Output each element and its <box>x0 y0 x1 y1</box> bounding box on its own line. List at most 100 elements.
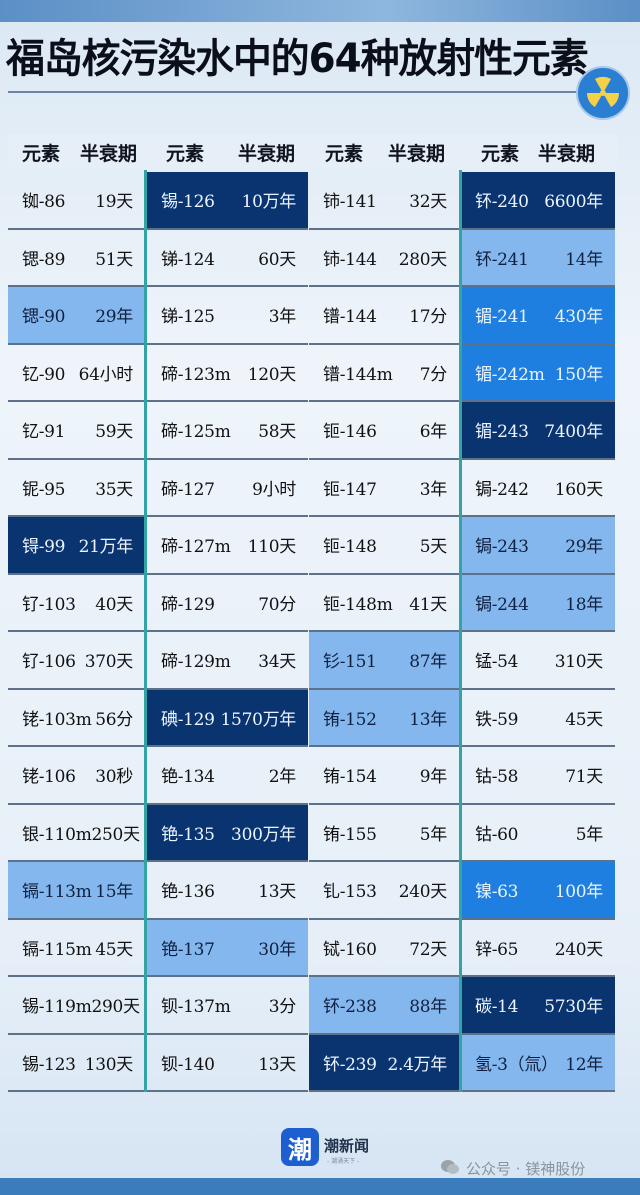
isotope-name: 钴-60 <box>475 824 519 845</box>
isotope-row: 锰-54 310天 <box>461 632 615 690</box>
isotope-name: 锡-123 <box>22 1054 76 1075</box>
half-life-value: 41天 <box>409 594 447 615</box>
half-life-value: 71天 <box>565 767 603 788</box>
isotope-row: 铯-134 2年 <box>147 747 308 805</box>
half-life-value: 310天 <box>554 652 604 673</box>
half-life-value: 2年 <box>268 767 297 788</box>
half-life-value: 7分 <box>419 364 448 385</box>
isotope-name: 钷-148m <box>323 594 393 615</box>
isotope-row: 铈-144 280天 <box>309 230 459 287</box>
half-life-value: 12年 <box>565 1054 603 1075</box>
half-life-value: 59天 <box>95 422 133 443</box>
half-life-value: 430年 <box>554 307 604 328</box>
isotope-name: 铯-135 <box>161 824 215 845</box>
half-life-value: 130天 <box>84 1054 134 1075</box>
isotope-name: 钡-140 <box>161 1054 215 1075</box>
half-life-value: 30秒 <box>95 767 133 788</box>
half-life-value: 5天 <box>419 537 448 558</box>
isotope-name: 钌-106 <box>22 652 76 673</box>
isotope-row: 钌-106 370天 <box>8 632 145 690</box>
half-life-value: 45天 <box>95 939 133 960</box>
bottom-banner <box>0 1178 640 1195</box>
isotope-name: 锔-244 <box>475 594 529 615</box>
header-element: 元素 <box>22 142 61 165</box>
header-half-life: 半衰期 <box>80 142 138 165</box>
isotope-row: 锔-244 18年 <box>461 574 615 632</box>
isotope-name: 碘-129 <box>161 709 215 730</box>
isotope-row: 氢-3（氚） 12年 <box>461 1034 615 1092</box>
isotope-name: 钴-58 <box>475 767 519 788</box>
half-life-value: 14年 <box>565 249 603 270</box>
isotope-row: 铑-106 30秒 <box>8 747 145 805</box>
isotope-name: 钚-239 <box>323 1054 377 1075</box>
isotope-name: 铕-154 <box>323 767 377 788</box>
isotope-name: 镍-63 <box>475 882 519 903</box>
isotope-name: 锔-243 <box>475 537 529 558</box>
half-life-value: 72天 <box>409 939 447 960</box>
isotope-name: 钷-147 <box>323 479 377 500</box>
isotope-name: 镅-243 <box>475 422 529 443</box>
isotope-row: 钇-90 64小时 <box>8 345 145 402</box>
half-life-value: 34天 <box>258 652 296 673</box>
half-life-value: 370天 <box>84 652 134 673</box>
half-life-value: 5年 <box>575 824 604 845</box>
isotope-row: 锑-125 3年 <box>147 287 308 345</box>
isotope-row: 铕-152 13年 <box>309 689 459 747</box>
isotope-name: 碲-129m <box>161 652 231 673</box>
isotope-row: 钇-91 59天 <box>8 402 145 460</box>
isotope-name: 铌-95 <box>22 479 66 500</box>
isotope-row: 锡-123 130天 <box>8 1035 145 1092</box>
isotope-name: 铁-59 <box>475 709 519 730</box>
isotope-row: 锡-119m 290天 <box>8 977 145 1035</box>
isotope-row: 铁-59 45天 <box>461 690 615 747</box>
isotope-row: 碲-123m 120天 <box>147 345 308 402</box>
isotope-name: 锶-90 <box>22 307 66 328</box>
header-half-life: 半衰期 <box>238 142 296 165</box>
header-element: 元素 <box>325 142 364 165</box>
isotope-name: 铯-134 <box>161 767 215 788</box>
isotope-name: 锝-99 <box>22 537 66 558</box>
header-element: 元素 <box>481 142 520 165</box>
half-life-value: 58天 <box>258 422 296 443</box>
isotope-name: 铕-155 <box>323 824 377 845</box>
header-half-life: 半衰期 <box>388 142 446 165</box>
isotope-name: 铯-137 <box>161 939 215 960</box>
half-life-value: 240天 <box>398 882 448 903</box>
watermark: 公众号 · 镁神股份 <box>466 1160 586 1178</box>
isotope-row: 钚-238 88年 <box>309 977 459 1035</box>
isotope-row: 碲-127m 110天 <box>147 517 308 575</box>
half-life-value: 1570万年 <box>220 709 297 730</box>
isotope-name: 镅-242m <box>475 364 545 385</box>
half-life-value: 87年 <box>409 652 447 673</box>
isotope-row: 钌-103 40天 <box>8 575 145 632</box>
half-life-value: 15年 <box>95 882 133 903</box>
isotope-name: 锌-65 <box>475 939 519 960</box>
isotope-row: 钴-60 5年 <box>461 805 615 862</box>
isotope-name: 钇-91 <box>22 422 66 443</box>
isotope-name: 钚-238 <box>323 997 377 1018</box>
isotope-row: 锝-99 21万年 <box>8 517 145 575</box>
half-life-value: 3年 <box>419 479 448 500</box>
header-half-life: 半衰期 <box>538 142 596 165</box>
chao-news-logo: 潮 <box>281 1128 319 1166</box>
isotope-row: 铷-86 19天 <box>8 172 145 230</box>
half-life-value: 35天 <box>95 479 133 500</box>
isotope-row: 铑-103m 56分 <box>8 690 145 747</box>
half-life-value: 240天 <box>554 939 604 960</box>
isotope-name: 钌-103 <box>22 594 76 615</box>
isotope-row: 锶-90 29年 <box>8 287 145 345</box>
half-life-value: 160天 <box>554 479 604 500</box>
isotope-name: 铯-136 <box>161 882 215 903</box>
isotope-name: 碲-125m <box>161 422 231 443</box>
isotope-name: 镉-115m <box>22 939 92 960</box>
half-life-value: 6年 <box>419 422 448 443</box>
isotope-name: 碲-129 <box>161 594 215 615</box>
half-life-value: 3年 <box>268 307 297 328</box>
isotope-row: 镨-144m 7分 <box>309 345 459 402</box>
isotope-row: 锶-89 51天 <box>8 230 145 287</box>
half-life-value: 29年 <box>565 537 603 558</box>
half-life-value: 3分 <box>268 997 297 1018</box>
half-life-value: 9小时 <box>252 479 296 500</box>
isotope-row: 碲-125m 58天 <box>147 402 308 460</box>
isotope-row: 锌-65 240天 <box>461 920 615 977</box>
